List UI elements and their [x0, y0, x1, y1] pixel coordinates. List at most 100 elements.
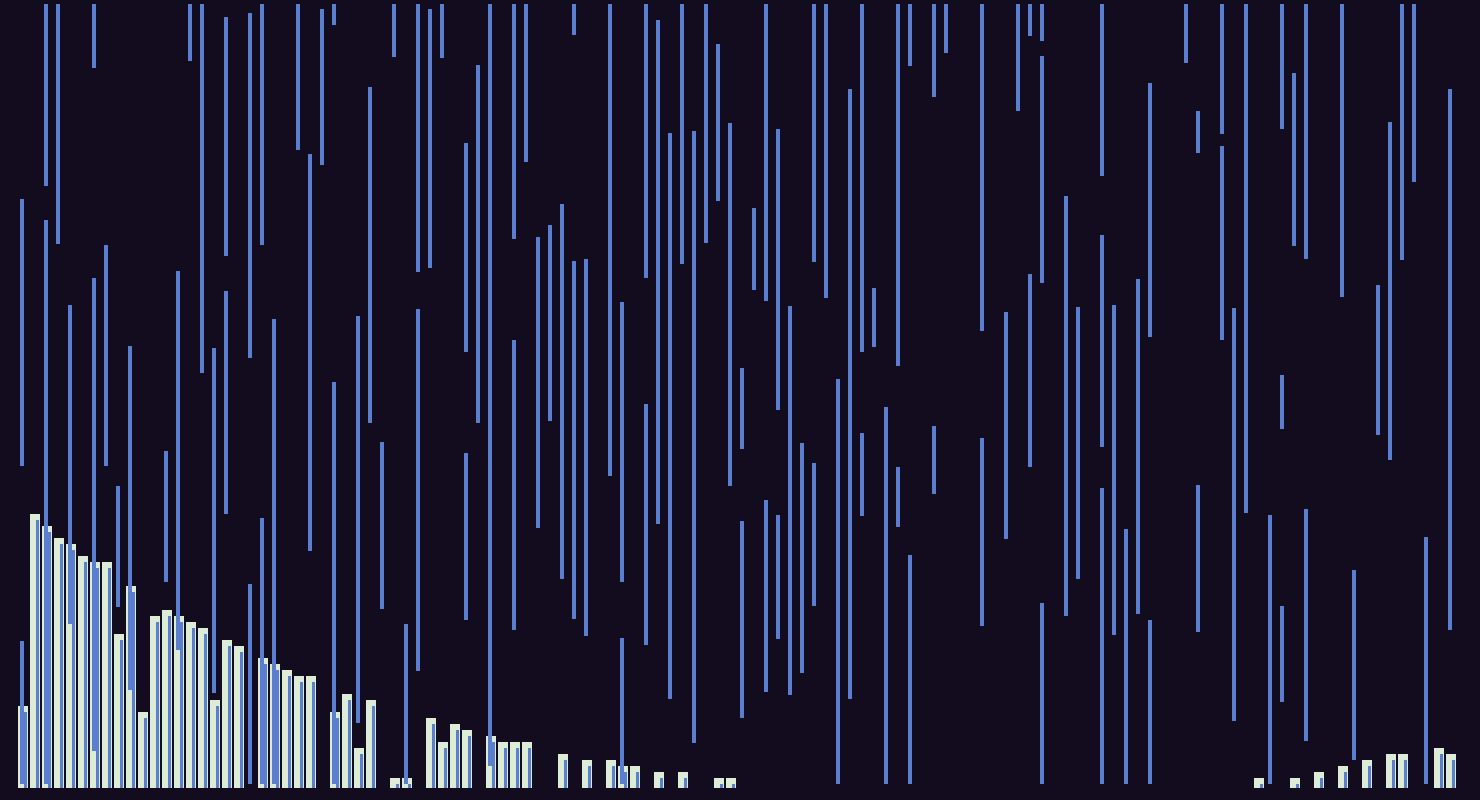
falling-line: [932, 4, 936, 97]
pale-stripe: [48, 532, 51, 788]
falling-line: [1028, 4, 1032, 36]
falling-line: [1100, 4, 1104, 176]
falling-line: [428, 9, 432, 268]
pale-stripe: [636, 772, 639, 788]
falling-line: [104, 245, 108, 466]
falling-line: [1136, 279, 1140, 614]
falling-line: [644, 4, 648, 278]
falling-line: [1064, 196, 1068, 268]
falling-line: [68, 305, 72, 608]
falling-line: [56, 4, 60, 244]
pale-stripe: [468, 736, 471, 788]
falling-line: [572, 4, 576, 35]
pale-bar: [1446, 754, 1456, 788]
falling-line: [1244, 207, 1248, 513]
falling-line: [200, 4, 204, 248]
falling-line: [908, 4, 912, 66]
pale-stripe: [228, 646, 231, 788]
pale-bar: [66, 544, 76, 788]
pale-bar: [1290, 778, 1300, 788]
falling-line: [536, 237, 540, 528]
pale-bar: [138, 712, 148, 788]
pale-stripe: [216, 706, 219, 788]
falling-line: [164, 451, 168, 582]
falling-line: [416, 4, 420, 272]
falling-line: [20, 641, 24, 784]
pale-bar: [294, 676, 304, 788]
pale-stripe: [444, 748, 447, 788]
pale-bar: [54, 538, 64, 788]
falling-line: [860, 433, 864, 516]
pale-bar: [150, 616, 160, 788]
falling-line: [644, 404, 648, 645]
pale-bar: [1314, 772, 1324, 788]
pale-stripe: [408, 784, 411, 788]
falling-line: [1340, 4, 1344, 297]
pale-stripe: [396, 784, 399, 788]
falling-line: [1004, 312, 1008, 435]
pale-bar: [714, 778, 724, 788]
falling-line: [980, 38, 984, 331]
falling-line: [980, 438, 984, 626]
falling-line: [1352, 570, 1356, 760]
falling-line: [812, 463, 816, 606]
falling-line: [1148, 83, 1152, 337]
pale-stripe: [588, 766, 591, 788]
pale-stripe: [348, 700, 351, 788]
pale-bar: [606, 760, 616, 788]
pale-stripe: [300, 682, 303, 788]
falling-line: [896, 467, 900, 527]
falling-line: [884, 407, 888, 784]
pale-stripe: [612, 766, 615, 788]
falling-line: [656, 20, 660, 296]
falling-line: [740, 521, 744, 718]
pale-bar: [354, 748, 364, 788]
falling-line: [608, 4, 612, 291]
falling-line: [1412, 4, 1416, 182]
pale-bar: [1362, 760, 1372, 788]
pale-stripe: [96, 568, 99, 788]
falling-line: [704, 4, 708, 157]
falling-line: [1280, 375, 1284, 429]
falling-line: [584, 259, 588, 636]
falling-line: [416, 516, 420, 671]
pale-stripe: [516, 748, 519, 788]
pale-stripe: [624, 772, 627, 788]
falling-line: [440, 4, 444, 58]
falling-line: [512, 4, 516, 239]
falling-line: [1424, 541, 1428, 634]
falling-line: [476, 65, 480, 423]
pale-bar: [726, 778, 736, 788]
falling-line: [800, 443, 804, 673]
pale-stripe: [168, 616, 171, 788]
falling-line: [704, 148, 708, 243]
pale-bar: [1338, 766, 1348, 788]
pale-bar: [450, 724, 460, 788]
falling-line: [848, 418, 852, 699]
falling-line: [1244, 67, 1248, 322]
falling-line: [92, 278, 96, 613]
pale-bar: [438, 742, 448, 788]
falling-line: [1280, 606, 1284, 702]
pale-stripe: [1260, 784, 1263, 788]
falling-line: [380, 442, 384, 609]
pale-stripe: [564, 760, 567, 788]
pale-stripe: [108, 568, 111, 788]
falling-line: [608, 113, 612, 476]
falling-line: [44, 4, 48, 186]
falling-line: [1388, 122, 1392, 389]
falling-line: [1040, 4, 1044, 41]
pale-bar: [462, 730, 472, 788]
falling-line: [620, 302, 624, 582]
falling-line: [20, 199, 24, 466]
falling-line: [872, 288, 876, 347]
falling-line: [92, 4, 96, 68]
falling-line: [1196, 485, 1200, 632]
falling-line: [908, 555, 912, 784]
falling-line: [728, 165, 732, 486]
falling-line: [836, 511, 840, 784]
falling-line: [116, 486, 120, 607]
pale-stripe: [240, 652, 243, 788]
falling-line: [320, 9, 324, 165]
falling-line: [656, 188, 660, 524]
